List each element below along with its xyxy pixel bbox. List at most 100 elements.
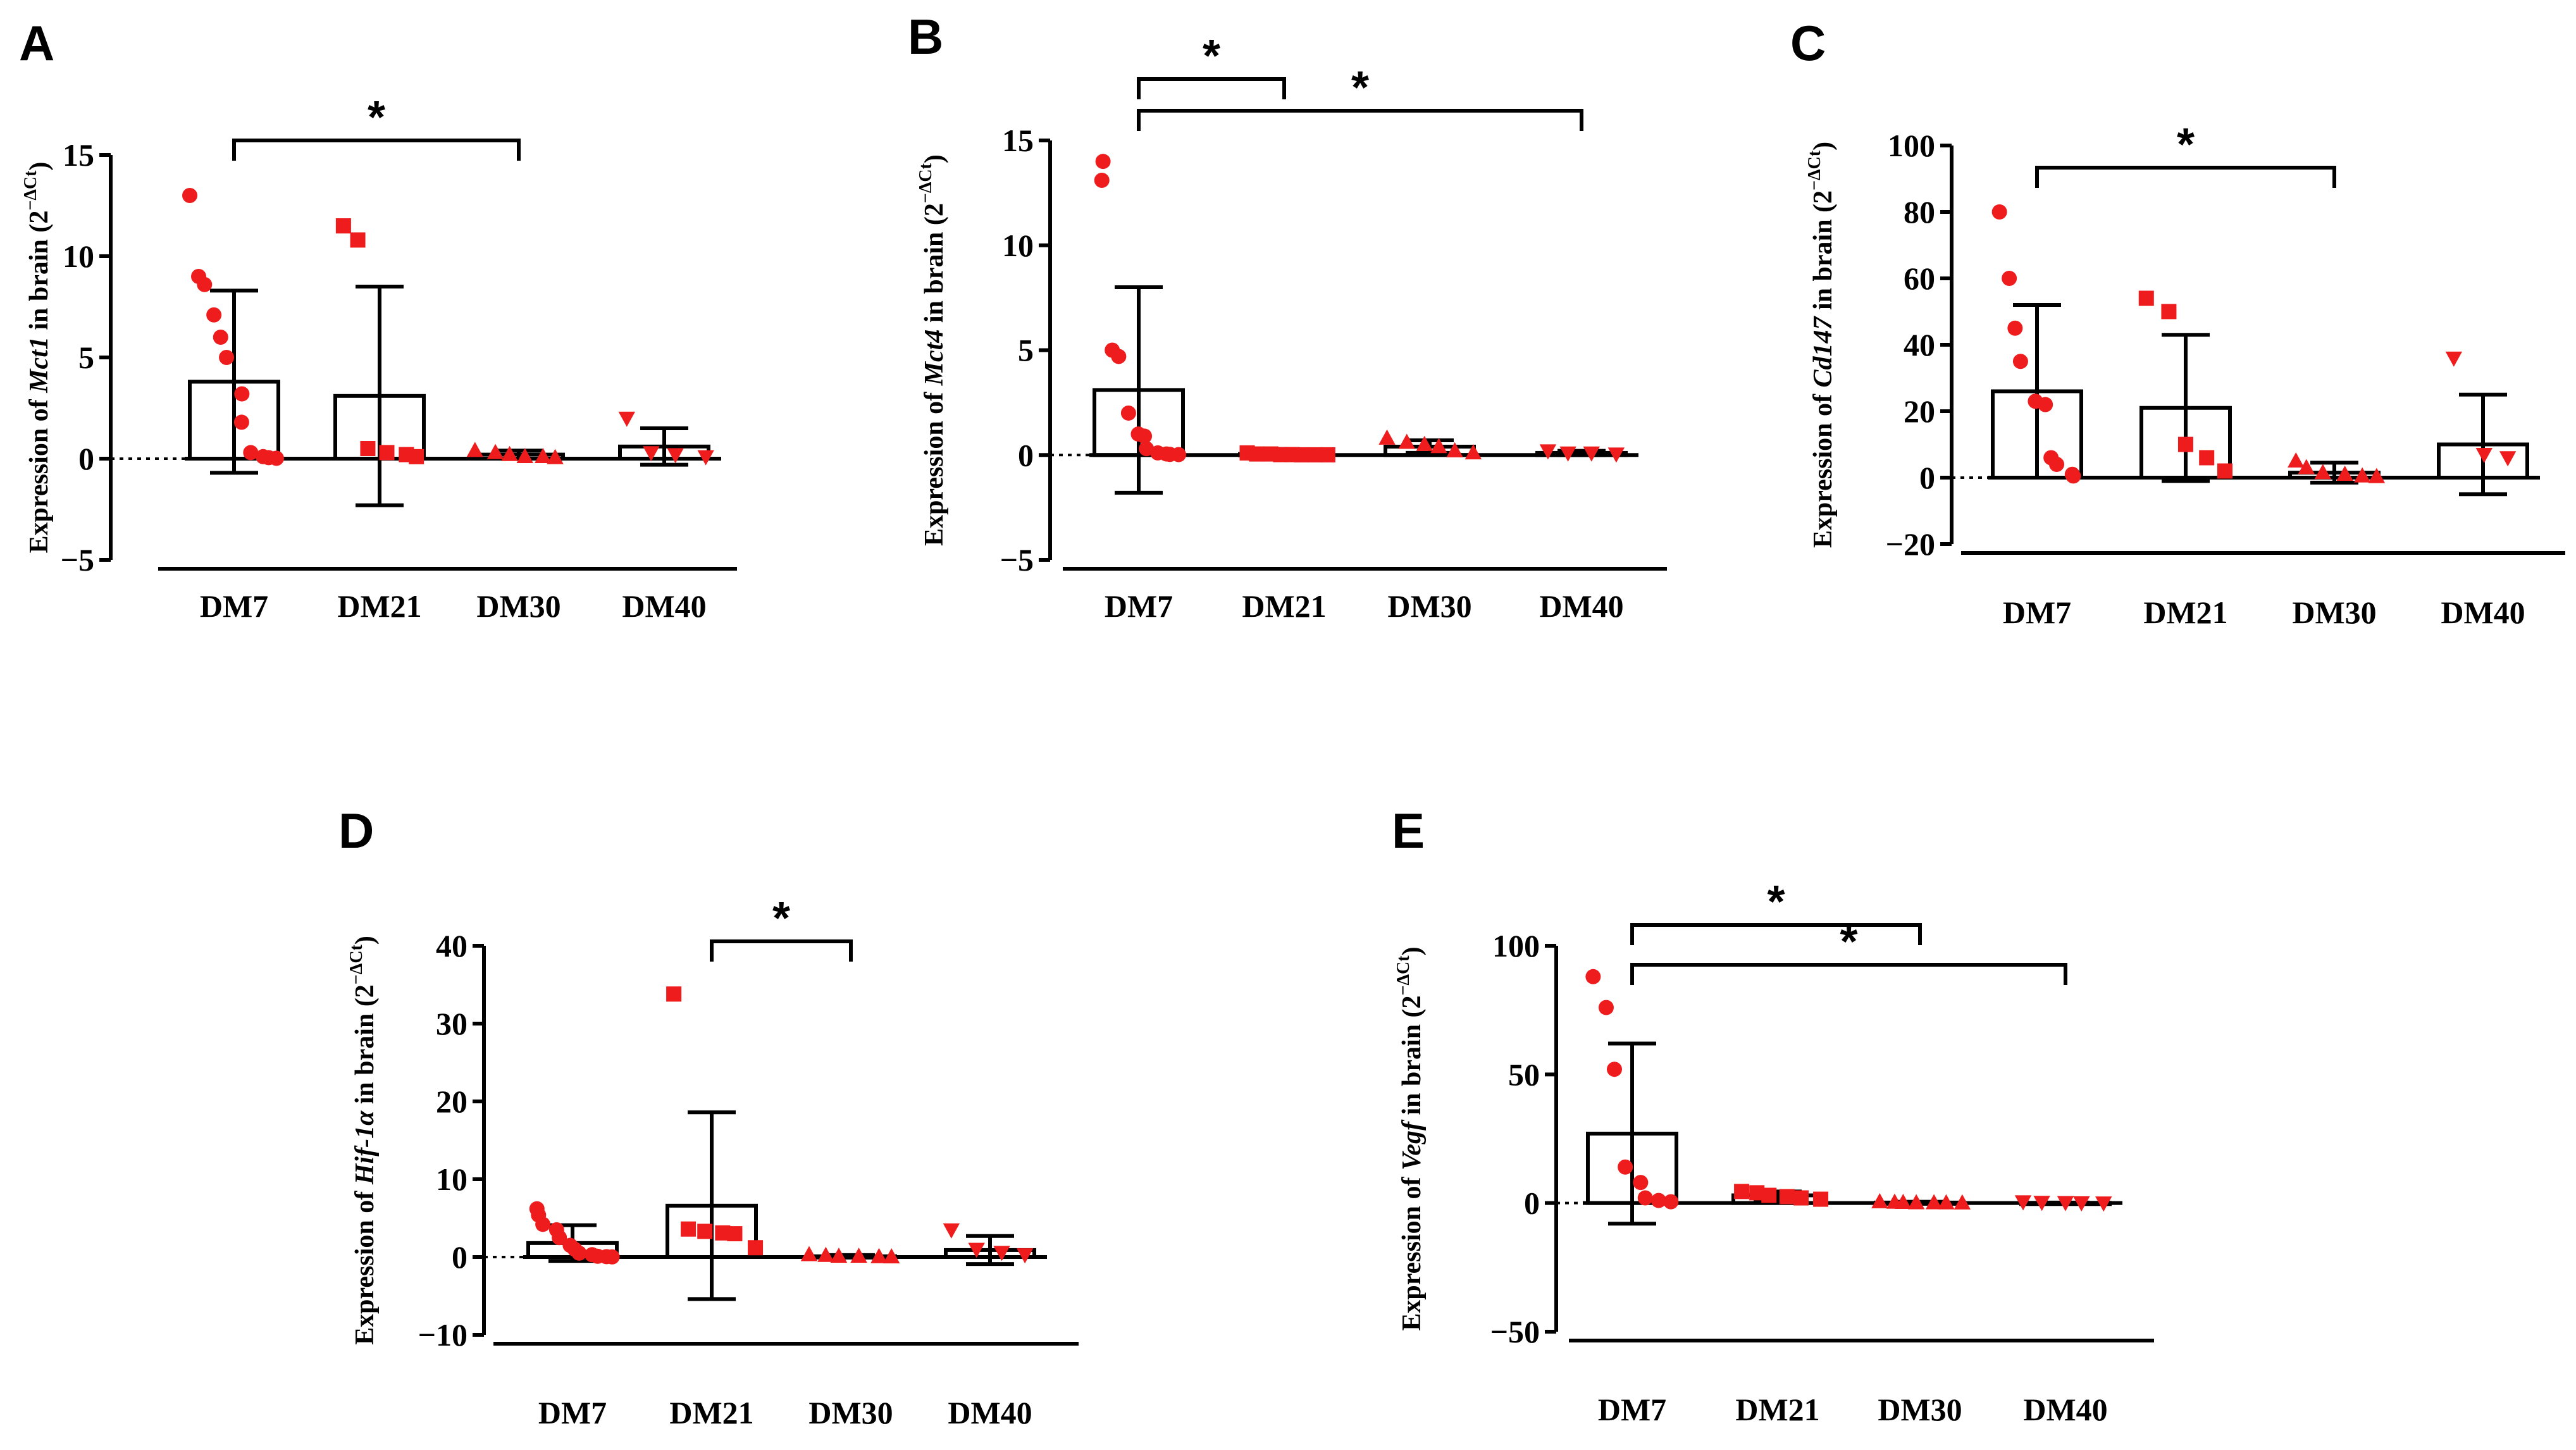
y-tick-label: −5 bbox=[1000, 542, 1034, 578]
y-tick-label: 10 bbox=[436, 1162, 468, 1197]
x-category-label: DM21 bbox=[1242, 588, 1326, 624]
data-point bbox=[2161, 304, 2177, 319]
data-point bbox=[350, 232, 366, 248]
y-tick-label: 10 bbox=[63, 239, 94, 274]
x-category-label: DM7 bbox=[200, 588, 268, 624]
data-point bbox=[243, 445, 259, 461]
data-point bbox=[2217, 463, 2232, 479]
x-category-label: DM7 bbox=[1105, 588, 1173, 624]
data-point bbox=[535, 1217, 551, 1232]
data-point bbox=[486, 443, 504, 459]
data-point bbox=[1813, 1191, 1829, 1207]
x-category-label: DM40 bbox=[622, 588, 706, 624]
data-point bbox=[1938, 1194, 1955, 1210]
data-point bbox=[1464, 444, 1482, 460]
data-point bbox=[552, 1230, 567, 1246]
data-point bbox=[409, 449, 424, 464]
data-point bbox=[870, 1248, 888, 1263]
panel-c: C −20 0 20 40 60 80 100 Expression of Cd147 in b… bbox=[1790, 15, 2565, 630]
y-tick-label: 5 bbox=[1018, 333, 1034, 368]
panel-e: E −50 0 50 100 Expression of Vegf in brain (2… bbox=[1392, 803, 2154, 1427]
y-tick-label: 15 bbox=[1002, 123, 1034, 158]
significance-bracket bbox=[232, 139, 521, 161]
y-tick-label: −10 bbox=[418, 1317, 468, 1353]
x-category-label: DM40 bbox=[2023, 1392, 2107, 1427]
data-point bbox=[1895, 1194, 1912, 1210]
panel-a: A −5 0 5 10 15 Expression of Mct1 in brain (2−… bbox=[19, 15, 737, 624]
data-point bbox=[2314, 464, 2332, 480]
data-point bbox=[666, 986, 682, 1002]
data-point bbox=[197, 276, 213, 292]
data-point bbox=[335, 218, 351, 233]
y-tick-label: 0 bbox=[1018, 437, 1034, 473]
y-axis-label: Expression of Vegf in brain (2−ΔCt) bbox=[1394, 946, 1427, 1330]
data-point bbox=[547, 449, 564, 464]
data-point bbox=[2065, 468, 2081, 484]
y-tick-label: 15 bbox=[63, 137, 94, 173]
data-point bbox=[571, 1245, 587, 1261]
data-point bbox=[1607, 447, 1625, 463]
data-point bbox=[1446, 442, 1463, 457]
y-tick-label: −5 bbox=[61, 542, 95, 578]
data-point bbox=[2445, 351, 2463, 367]
panel-letter: C bbox=[1790, 15, 1826, 71]
data-point bbox=[1171, 447, 1187, 462]
data-point bbox=[727, 1226, 743, 1242]
y-tick-label: 30 bbox=[436, 1006, 468, 1041]
significance-bracket bbox=[1630, 963, 2067, 985]
data-point bbox=[2007, 320, 2023, 336]
data-point bbox=[1559, 446, 1576, 462]
significance-star: * bbox=[1840, 917, 1857, 967]
data-point bbox=[993, 1246, 1010, 1261]
y-tick-label: 40 bbox=[436, 928, 468, 964]
data-point bbox=[2298, 459, 2315, 474]
data-point bbox=[1120, 405, 1136, 421]
x-category-label: DM21 bbox=[1735, 1392, 1819, 1427]
data-point bbox=[2199, 450, 2215, 466]
data-point bbox=[1378, 429, 1396, 445]
data-point bbox=[2368, 468, 2386, 483]
data-point bbox=[219, 350, 235, 365]
data-point bbox=[1734, 1184, 1750, 1199]
data-point bbox=[206, 307, 222, 323]
data-point bbox=[182, 188, 197, 203]
significance-bracket bbox=[710, 939, 853, 962]
data-point bbox=[1637, 1190, 1653, 1206]
data-point bbox=[1539, 444, 1557, 460]
y-tick-label: 20 bbox=[436, 1084, 468, 1119]
y-tick-label: 40 bbox=[1904, 327, 1935, 362]
data-point bbox=[817, 1246, 834, 1262]
data-point bbox=[1585, 969, 1601, 984]
data-point bbox=[883, 1248, 900, 1263]
significance-bracket bbox=[1137, 109, 1583, 131]
data-point bbox=[2475, 448, 2492, 464]
y-tick-label: 50 bbox=[1508, 1057, 1540, 1092]
data-point bbox=[1761, 1187, 1777, 1203]
data-point bbox=[2049, 457, 2065, 472]
significance-bracket bbox=[1137, 77, 1286, 99]
y-axis-label: Expression of Mct1 in brain (2−ΔCt) bbox=[21, 162, 54, 554]
panel-letter: D bbox=[338, 803, 374, 858]
data-point bbox=[850, 1247, 867, 1263]
data-point bbox=[2014, 1195, 2032, 1211]
x-category-label: DM30 bbox=[1878, 1392, 1962, 1427]
data-point bbox=[1320, 447, 1335, 462]
y-tick-label: 0 bbox=[452, 1239, 468, 1275]
panel-b: B −5 0 5 10 15 Expression of Mct4 in brain (2−… bbox=[908, 9, 1667, 624]
significance-star: * bbox=[368, 92, 385, 143]
data-point bbox=[697, 1224, 713, 1239]
data-point bbox=[1793, 1190, 1809, 1206]
data-point bbox=[667, 448, 684, 464]
y-tick-label: 0 bbox=[78, 441, 94, 476]
data-point bbox=[2336, 465, 2353, 481]
data-point bbox=[1249, 446, 1265, 462]
y-tick-label: 5 bbox=[78, 340, 94, 375]
data-point bbox=[1650, 1193, 1666, 1208]
data-point bbox=[1583, 446, 1600, 462]
data-point bbox=[360, 441, 376, 456]
data-point bbox=[535, 448, 552, 463]
data-point bbox=[1095, 154, 1111, 170]
x-category-label: DM40 bbox=[1539, 588, 1623, 624]
y-tick-label: −20 bbox=[1886, 526, 1936, 562]
x-category-label: DM40 bbox=[2441, 595, 2525, 630]
